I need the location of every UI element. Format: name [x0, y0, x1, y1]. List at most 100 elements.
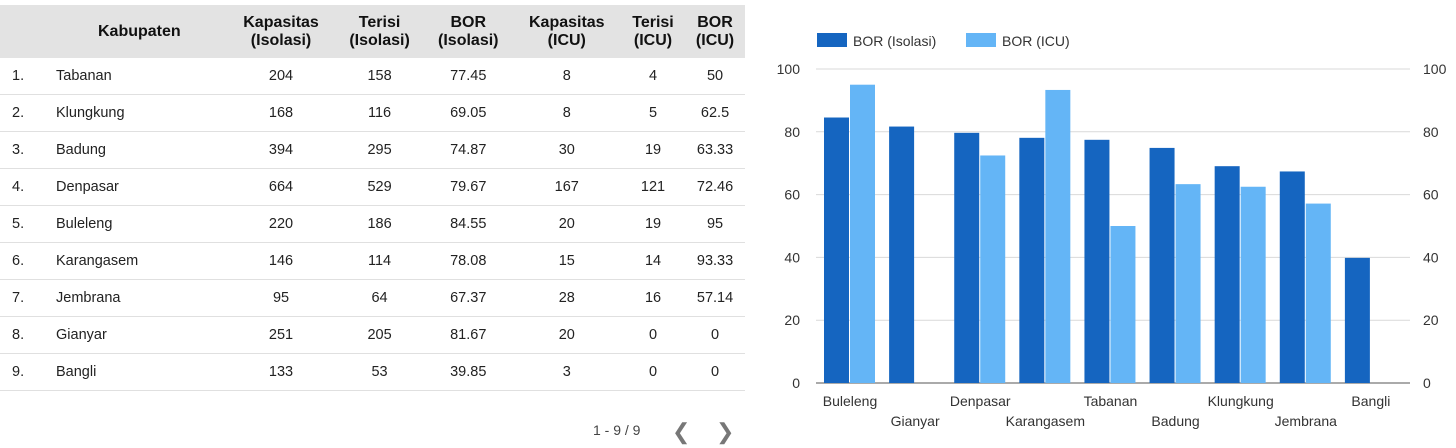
next-page-icon[interactable]: ❯ — [716, 419, 735, 444]
table-cell: Buleleng — [56, 216, 113, 232]
column-header[interactable]: Kapasitas (ICU) — [513, 5, 621, 58]
bar-bor-icu[interactable] — [850, 84, 875, 383]
table-cell: 0 — [648, 363, 658, 380]
table-cell: 1. — [12, 68, 25, 85]
table-cell: 19 — [644, 142, 662, 159]
table-cell: 39.85 — [450, 363, 487, 380]
bar-bor-isolasi[interactable] — [1019, 137, 1045, 383]
column-header-line2: (Isolasi) — [349, 31, 410, 49]
table-cell: 81.67 — [450, 326, 487, 343]
column-header-line1: Kapasitas — [528, 13, 605, 31]
table-header-row: Kabupaten Kapasitas (Isolasi) Terisi (Isolas… — [0, 5, 745, 58]
x-tick-label: Bangli — [1351, 393, 1390, 409]
legend-label-bor-isolasi[interactable]: BOR (Isolasi) — [853, 33, 937, 49]
bar-bor-icu[interactable] — [980, 155, 1006, 383]
y-tick-label-right: 100 — [1423, 61, 1447, 77]
column-header[interactable] — [0, 5, 42, 58]
table-cell: 5. — [12, 216, 25, 232]
table-cell: 95 — [706, 216, 724, 232]
bar-bor-icu[interactable] — [1240, 186, 1266, 383]
table-cell: Badung — [56, 142, 106, 159]
table-cell: 84.55 — [450, 216, 487, 232]
bar-bor-icu[interactable] — [1305, 203, 1331, 383]
table-cell: 158 — [367, 68, 392, 85]
bar-bor-isolasi[interactable] — [954, 132, 980, 383]
table-cell: 116 — [367, 105, 392, 122]
table-cell: Karangasem — [56, 252, 139, 269]
table-cell: 295 — [367, 142, 392, 159]
table-cell: 19 — [644, 216, 662, 232]
table-cell: 394 — [268, 142, 294, 159]
table-cell: 0 — [711, 326, 720, 343]
table-cell: 72.46 — [696, 179, 734, 196]
y-tick-label-left: 40 — [784, 249, 800, 265]
bar-bor-isolasi[interactable] — [1084, 139, 1110, 383]
table-cell: 3 — [562, 363, 571, 380]
data-table: Kabupaten Kapasitas (Isolasi) Terisi (Isolas… — [0, 5, 745, 391]
column-header-line1: Terisi — [358, 13, 401, 31]
y-tick-label-right: 40 — [1423, 249, 1439, 265]
bor-bar-chart: BOR (Isolasi) BOR (ICU) 0 0 20 20 40 40 60 60 80… — [760, 0, 1456, 448]
table-row[interactable]: 4. Denpasar 664 529 79.67 167 121 72.46 — [0, 169, 745, 206]
table-cell: 186 — [367, 216, 392, 232]
table-cell: 529 — [367, 179, 392, 196]
legend-swatch-bor-isolasi[interactable] — [817, 33, 847, 47]
bar-bor-isolasi[interactable] — [1214, 166, 1240, 383]
bar-bor-isolasi[interactable] — [1279, 171, 1305, 383]
column-header[interactable]: Terisi (Isolasi) — [335, 5, 424, 58]
table-cell: 6. — [12, 252, 25, 269]
table-row[interactable]: 5. Buleleng 220 186 84.55 20 19 95 — [0, 206, 745, 243]
bar-bor-icu[interactable] — [1045, 89, 1071, 384]
table-row[interactable]: 1. Tabanan 204 158 77.45 8 4 50 — [0, 58, 745, 95]
table-cell: 7. — [12, 289, 25, 306]
table-cell: 15 — [558, 252, 575, 269]
table-cell: 53 — [371, 363, 388, 380]
table-row[interactable]: 2. Klungkung 168 116 69.05 8 5 62.5 — [0, 95, 745, 132]
table-cell: 133 — [268, 363, 294, 380]
table-cell: 9. — [12, 363, 25, 380]
table-cell: 28 — [558, 289, 575, 306]
table-cell: Klungkung — [56, 105, 125, 122]
table-cell: 205 — [367, 326, 392, 343]
legend-label-bor-icu[interactable]: BOR (ICU) — [1002, 33, 1070, 49]
bar-bor-isolasi[interactable] — [1149, 147, 1175, 383]
pagination: 1 - 9 / 9 ❮ ❯ — [0, 419, 745, 444]
column-header-line1: Terisi — [632, 13, 674, 31]
bar-bor-isolasi[interactable] — [889, 126, 915, 383]
table-cell: 64 — [371, 289, 388, 306]
bar-bor-isolasi[interactable] — [1344, 257, 1370, 383]
table-body: 1. Tabanan 204 158 77.45 8 4 50 2. Klungkung 168 11… — [0, 58, 745, 391]
table-cell: 220 — [268, 216, 294, 232]
previous-page-icon[interactable]: ❮ — [672, 419, 691, 444]
column-header[interactable]: Terisi (ICU) — [621, 5, 685, 58]
column-header[interactable]: BOR (Isolasi) — [424, 5, 513, 58]
table-cell: 78.08 — [450, 252, 487, 269]
table-cell: 50 — [706, 68, 724, 85]
table-row[interactable]: 3. Badung 394 295 74.87 30 19 63.33 — [0, 132, 745, 169]
x-tick-label: Buleleng — [823, 393, 878, 409]
table-cell: 4. — [12, 179, 25, 196]
column-header[interactable]: BOR (ICU) — [685, 5, 745, 58]
x-tick-label: Jembrana — [1275, 413, 1337, 429]
table-cell: 20 — [558, 326, 575, 343]
column-header[interactable]: Kabupaten — [42, 5, 227, 58]
bar-bor-icu[interactable] — [1175, 184, 1201, 383]
table-row[interactable]: 9. Bangli 133 53 39.85 3 0 0 — [0, 353, 745, 391]
legend-swatch-bor-icu[interactable] — [966, 33, 996, 47]
column-header-line2: (ICU) — [695, 31, 735, 49]
table-cell: Jembrana — [56, 289, 121, 306]
column-header[interactable]: Kapasitas (Isolasi) — [227, 5, 335, 58]
table-cell: 168 — [268, 105, 294, 122]
y-tick-label-left: 80 — [784, 124, 800, 140]
y-tick-label-left: 100 — [777, 61, 801, 77]
table-row[interactable]: 8. Gianyar 251 205 81.67 20 0 0 — [0, 316, 745, 354]
table-cell: Bangli — [56, 363, 97, 380]
table-cell: 114 — [367, 252, 392, 269]
bar-bor-icu[interactable] — [1110, 226, 1136, 383]
table-cell: 0 — [711, 363, 720, 380]
table-row[interactable]: 6. Karangasem 146 114 78.08 15 14 93.33 — [0, 242, 745, 280]
table-row[interactable]: 7. Jembrana 95 64 67.37 28 16 57.14 — [0, 279, 745, 317]
column-header-line2: (ICU) — [633, 31, 673, 49]
bar-bor-isolasi[interactable] — [824, 117, 849, 383]
column-header-line1: BOR — [450, 13, 487, 31]
